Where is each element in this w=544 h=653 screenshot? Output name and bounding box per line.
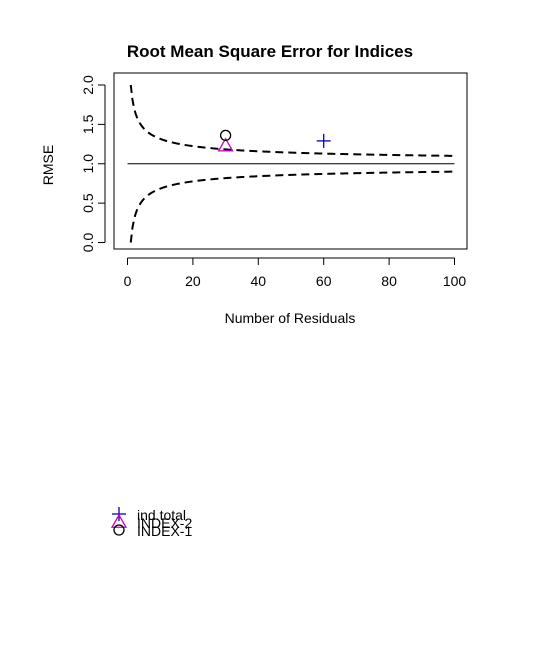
y-tick-label: 0.0 — [80, 233, 96, 253]
x-tick-label: 100 — [443, 273, 467, 289]
plot-area — [113, 72, 468, 250]
x-tick-label: 60 — [316, 273, 332, 289]
legend-label: INDEX-2 — [137, 515, 192, 531]
series-layer — [217, 129, 331, 152]
legend-label: INDEX-1 — [137, 523, 192, 539]
x-tick-label: 40 — [251, 273, 267, 289]
plot-frame — [113, 72, 468, 250]
y-tick-label: 1.0 — [80, 154, 96, 174]
x-tick-label: 80 — [381, 273, 397, 289]
data-point-plus — [316, 133, 331, 148]
legend-marker-circle — [113, 524, 125, 536]
upper-bound-curve — [129, 84, 455, 157]
x-axis-label: Number of Residuals — [225, 310, 356, 326]
data-point-triangle — [217, 137, 234, 152]
y-tick-label: 1.5 — [80, 114, 96, 134]
x-axis: 0 20 40 60 80 100 — [124, 257, 467, 289]
y-axis-label: RMSE — [40, 145, 56, 185]
lower-bound-curve — [129, 170, 455, 243]
x-tick-label: 0 — [124, 273, 132, 289]
data-point-circle — [219, 129, 232, 142]
x-tick-label: 20 — [185, 273, 201, 289]
y-tick-label: 0.5 — [80, 193, 96, 213]
legend-label: ind.total — [137, 507, 186, 523]
legend-marker-triangle — [110, 513, 128, 528]
y-axis: 0.0 0.5 1.0 1.5 2.0 — [80, 75, 106, 253]
chart-title: Root Mean Square Error for Indices — [127, 42, 413, 61]
y-tick-label: 2.0 — [80, 75, 96, 95]
